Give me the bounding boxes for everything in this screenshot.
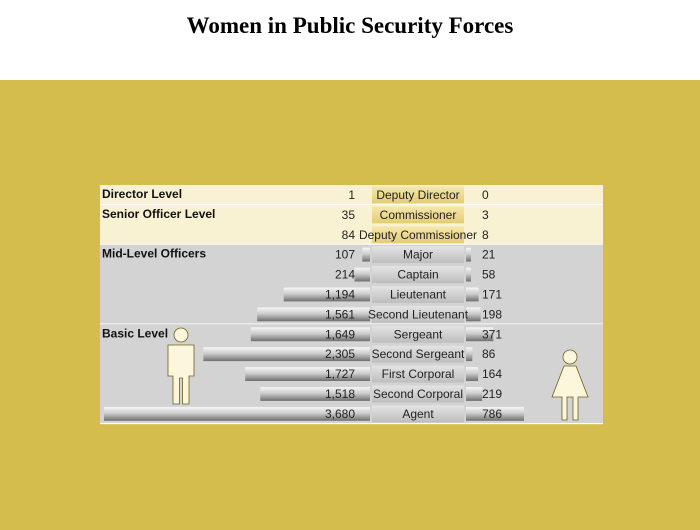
- rank-box: [372, 305, 464, 323]
- group-label: Senior Officer Level: [102, 207, 215, 221]
- women-value: 21: [482, 248, 496, 262]
- women-value: 371: [482, 327, 502, 341]
- band-1: [100, 204, 603, 245]
- men-bar: [203, 347, 370, 362]
- band-separator: [100, 243, 603, 246]
- rank-box: [372, 345, 464, 363]
- group-label: Mid-Level Officers: [102, 247, 206, 261]
- men-value: 214: [335, 268, 355, 282]
- women-bar: [466, 327, 494, 342]
- men-bar: [354, 267, 370, 282]
- women-value: 58: [482, 268, 496, 282]
- women-bar: [466, 287, 479, 302]
- men-bar: [257, 307, 370, 322]
- women-value: 164: [482, 367, 502, 381]
- band-0: [100, 185, 603, 205]
- rank-box: [372, 186, 464, 204]
- rank-box: [372, 226, 464, 244]
- men-bar: [362, 247, 370, 262]
- chart-title: Women in Public Security Forces: [186, 13, 514, 38]
- group-label: Basic Level: [102, 326, 168, 340]
- rank-box: [372, 385, 464, 403]
- women-bar: [466, 387, 483, 401]
- men-value: 2,305: [325, 347, 355, 361]
- group-label: Director Level: [102, 187, 182, 201]
- rank-label: Commissioner: [380, 208, 457, 222]
- women-bar: [466, 367, 479, 381]
- rank-box: [372, 246, 464, 264]
- rank-box: [372, 266, 464, 283]
- men-value: 107: [335, 248, 355, 262]
- women-value: 786: [482, 407, 502, 421]
- women-value: 0: [482, 188, 489, 202]
- rank-label: Lieutenant: [390, 287, 447, 301]
- rank-box: [372, 286, 464, 303]
- women-value: 171: [482, 287, 502, 301]
- woman-icon: [551, 349, 589, 421]
- rank-label: Second Sergeant: [372, 347, 465, 361]
- men-value: 1,649: [325, 327, 355, 341]
- rank-label: Deputy Director: [376, 188, 459, 202]
- women-value: 8: [482, 228, 489, 242]
- rank-label: Second Corporal: [373, 387, 463, 401]
- rank-label: First Corporal: [382, 367, 455, 381]
- women-value: 219: [482, 387, 502, 401]
- women-value: 198: [482, 307, 502, 321]
- rank-label: Captain: [397, 268, 438, 282]
- women-bar: [466, 267, 471, 282]
- rank-label: Sergeant: [394, 327, 443, 341]
- men-bar: [104, 406, 370, 421]
- men-value: 1,518: [325, 387, 355, 401]
- men-value: 84: [342, 228, 356, 242]
- band-separator: [100, 204, 603, 206]
- men-value: 1: [348, 188, 355, 202]
- men-bar: [245, 367, 370, 381]
- men-bar: [283, 287, 370, 302]
- rank-box: [372, 206, 464, 224]
- women-bar: [466, 406, 524, 421]
- man-icon: [167, 327, 195, 405]
- men-value: 3,680: [325, 407, 355, 421]
- rank-label: Major: [403, 248, 433, 262]
- band-separator: [100, 423, 603, 425]
- rank-label: Agent: [402, 407, 434, 421]
- rank-label: Second Lieutenant: [368, 307, 469, 321]
- women-bar: [466, 307, 481, 322]
- men-value: 1,561: [325, 307, 355, 321]
- men-bar: [250, 327, 370, 342]
- women-bar: [466, 347, 473, 362]
- women-bar: [466, 247, 471, 262]
- men-value: 1,727: [325, 367, 355, 381]
- rank-box: [372, 365, 464, 383]
- band-separator: [100, 323, 603, 325]
- rank-label: Deputy Commissioner: [359, 228, 477, 242]
- men-value: 1,194: [325, 287, 355, 301]
- women-value: 3: [482, 208, 489, 222]
- women-value: 86: [482, 347, 496, 361]
- rank-box: [372, 405, 464, 423]
- rank-box: [372, 325, 464, 343]
- men-value: 35: [342, 208, 356, 222]
- men-bar: [260, 387, 370, 401]
